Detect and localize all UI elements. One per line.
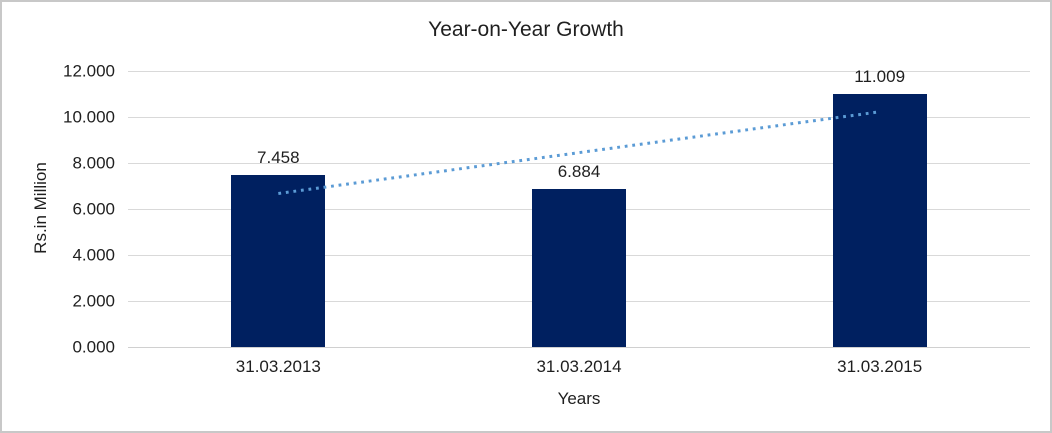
bar-value-label: 7.458 bbox=[257, 148, 300, 168]
bar-value-label: 11.009 bbox=[854, 66, 906, 86]
x-tick-label: 31.03.2014 bbox=[536, 357, 622, 376]
bar-31.03.2013 bbox=[231, 175, 326, 347]
y-tick-label: 6.000 bbox=[72, 199, 115, 219]
bar-31.03.2014 bbox=[532, 188, 626, 347]
x-axis-line bbox=[128, 347, 1030, 348]
bar-value-label: 6.884 bbox=[557, 161, 601, 181]
y-tick-label: 4.000 bbox=[72, 245, 115, 265]
x-tick-label: 31.03.2015 bbox=[837, 357, 923, 376]
plot-area: 7.458 6.884 11.009 bbox=[128, 66, 1030, 348]
y-tick-label: 12.000 bbox=[63, 61, 115, 81]
chart-title: Year-on-Year Growth bbox=[428, 18, 624, 41]
gridline bbox=[128, 71, 1030, 72]
y-tick-label: 0.000 bbox=[72, 337, 115, 357]
y-tick-label: 10.000 bbox=[63, 107, 115, 127]
x-axis-title: Years bbox=[557, 389, 601, 408]
x-tick-label: 31.03.2013 bbox=[235, 357, 321, 376]
y-tick-label: 2.000 bbox=[72, 291, 115, 311]
bar-31.03.2015 bbox=[832, 93, 927, 347]
y-tick-label: 8.000 bbox=[72, 153, 115, 173]
